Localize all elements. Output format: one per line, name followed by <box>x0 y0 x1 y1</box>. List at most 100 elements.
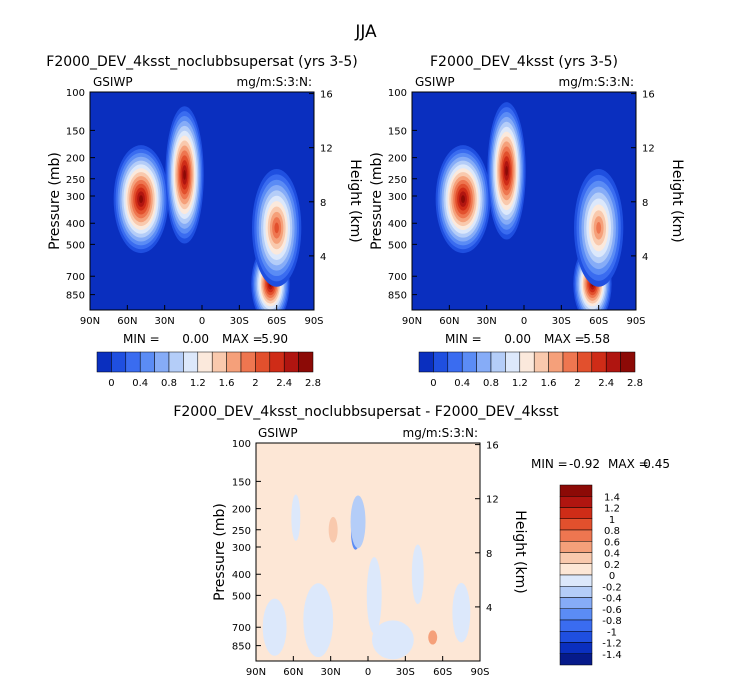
colorbar-label: 0.4 <box>132 378 148 389</box>
x-tick-label: 90S <box>304 316 323 327</box>
y-tick-label: 200 <box>232 505 251 516</box>
colorbar-swatch <box>533 351 549 373</box>
x-tick-label: 30S <box>230 316 249 327</box>
contour-band <box>350 495 366 549</box>
colorbar-label: 0 <box>430 378 436 389</box>
colorbar-label: 2.8 <box>627 378 643 389</box>
contour-band <box>411 544 424 605</box>
y-tick-label: 500 <box>66 240 85 251</box>
colorbar-label: 2 <box>252 378 258 389</box>
y-tick-label: 100 <box>232 439 251 450</box>
colorbar-swatch <box>139 351 155 373</box>
colorbar-label: 2.8 <box>305 378 321 389</box>
colorbar-label: 2.4 <box>276 378 292 389</box>
colorbar-swatch <box>548 351 564 373</box>
x-tick-label: 60N <box>283 667 303 678</box>
colorbar-swatch <box>255 351 271 373</box>
colorbar-swatch <box>447 351 463 373</box>
y2-tick-label: 4 <box>320 252 326 263</box>
panel-1: F2000_DEV_4ksst_noclubbsupersat (yrs 3-5… <box>46 54 363 389</box>
y2-tick-label: 16 <box>486 441 499 452</box>
y-tick-label: 300 <box>388 192 407 203</box>
colorbar-swatch <box>559 507 593 519</box>
colorbar-swatch <box>461 351 477 373</box>
contour-band <box>366 557 382 634</box>
y-tick-label: 850 <box>232 642 251 653</box>
panel-1-title: F2000_DEV_4ksst_noclubbsupersat (yrs 3-5… <box>46 54 357 70</box>
colorbar-label: 0.6 <box>604 537 620 548</box>
panel-2-title: F2000_DEV_4ksst (yrs 3-5) <box>430 54 618 70</box>
panel-2-max-value: 5.58 <box>583 332 610 346</box>
colorbar-swatch <box>559 484 593 497</box>
colorbar-label: -0.6 <box>602 605 622 616</box>
x-tick-label: 30N <box>321 667 341 678</box>
x-tick-label: 30N <box>155 316 175 327</box>
y-tick-label: 300 <box>66 192 85 203</box>
colorbar-swatch <box>559 642 593 654</box>
colorbar-label: 0.8 <box>604 526 620 537</box>
colorbar-label: 1.2 <box>604 504 620 515</box>
y2-tick-label: 12 <box>320 144 333 155</box>
y2-tick-label: 12 <box>642 144 655 155</box>
colorbar-label: 0.8 <box>483 378 499 389</box>
panel-2-axes: 90N 60N 30N 0 30S 60S 90S 100 150 200 250 300 400 500… <box>388 88 655 327</box>
colorbar-label: 2 <box>574 378 580 389</box>
colorbar-swatch <box>559 552 593 564</box>
panel-3-axes: 90N 60N 30N 0 30S 60S 90S 100 150 200 250 300 400 500… <box>232 439 499 678</box>
panel-2-min-label: MIN = <box>445 332 482 346</box>
colorbar-label: 1.2 <box>512 378 528 389</box>
y-tick-label: 200 <box>388 154 407 165</box>
colorbar-swatch <box>559 586 593 598</box>
y-tick-label: 700 <box>66 272 85 283</box>
y-tick-label: 250 <box>66 175 85 186</box>
colorbar-label: -0.2 <box>602 582 622 593</box>
y-tick-label: 250 <box>232 526 251 537</box>
colorbar-swatch <box>559 653 593 666</box>
y-tick-label: 150 <box>388 126 407 137</box>
colorbar-label: 1.4 <box>604 492 620 503</box>
y-tick-label: 100 <box>388 88 407 99</box>
colorbar-swatch <box>559 496 593 508</box>
colorbar-swatch <box>154 351 170 373</box>
contour-band <box>452 582 471 643</box>
colorbar-label: -1.4 <box>602 650 622 661</box>
y-tick-label: 100 <box>66 88 85 99</box>
y2-tick-label: 8 <box>486 549 492 560</box>
panel-2-colorbar: 0 0.4 0.8 1.2 1.6 2 2.4 2.8 <box>418 351 643 389</box>
colorbar-swatch <box>519 351 535 373</box>
colorbar-swatch <box>559 619 593 632</box>
y-tick-label: 400 <box>388 219 407 230</box>
colorbar-swatch <box>559 631 593 643</box>
panel-2-y2label: Height (km) <box>669 159 685 242</box>
y-tick-label: 400 <box>232 570 251 581</box>
colorbar-swatch <box>559 574 593 587</box>
panel-3-min-label: MIN = <box>531 457 568 471</box>
x-tick-label: 90S <box>626 316 645 327</box>
colorbar-swatch <box>168 351 184 373</box>
panel-3-ylabel: Pressure (mb) <box>212 503 228 601</box>
y-tick-label: 150 <box>66 126 85 137</box>
y2-tick-label: 4 <box>486 603 492 614</box>
colorbar-swatch <box>562 351 578 373</box>
panel-3: F2000_DEV_4ksst_noclubbsupersat - F2000_… <box>173 404 670 678</box>
panel-1-max-value: 5.90 <box>261 332 288 346</box>
panel-2-units: mg/m:S:3:N: <box>559 75 634 89</box>
panel-1-ylabel: Pressure (mb) <box>47 152 63 250</box>
contour-band <box>371 620 414 660</box>
y-tick-label: 300 <box>232 543 251 554</box>
panel-3-y2label: Height (km) <box>512 510 528 593</box>
colorbar-label: 1.6 <box>541 378 557 389</box>
panel-2-field <box>412 92 636 310</box>
colorbar-swatch <box>211 351 227 373</box>
contour-band <box>328 516 338 543</box>
colorbar-swatch <box>505 351 521 373</box>
contour-band <box>139 195 143 203</box>
panel-3-title: F2000_DEV_4ksst_noclubbsupersat - F2000_… <box>173 404 559 420</box>
colorbar-label: 2.4 <box>598 378 614 389</box>
x-tick-label: 60S <box>433 667 452 678</box>
contour-band <box>428 630 438 645</box>
panel-3-colorbar: 1.41.210.80.60.40.20-0.2-0.4-0.6-0.8-1-1… <box>559 484 622 666</box>
colorbar-swatch <box>490 351 506 373</box>
colorbar-swatch <box>559 529 593 542</box>
panel-3-variable: GSIWP <box>258 426 298 440</box>
